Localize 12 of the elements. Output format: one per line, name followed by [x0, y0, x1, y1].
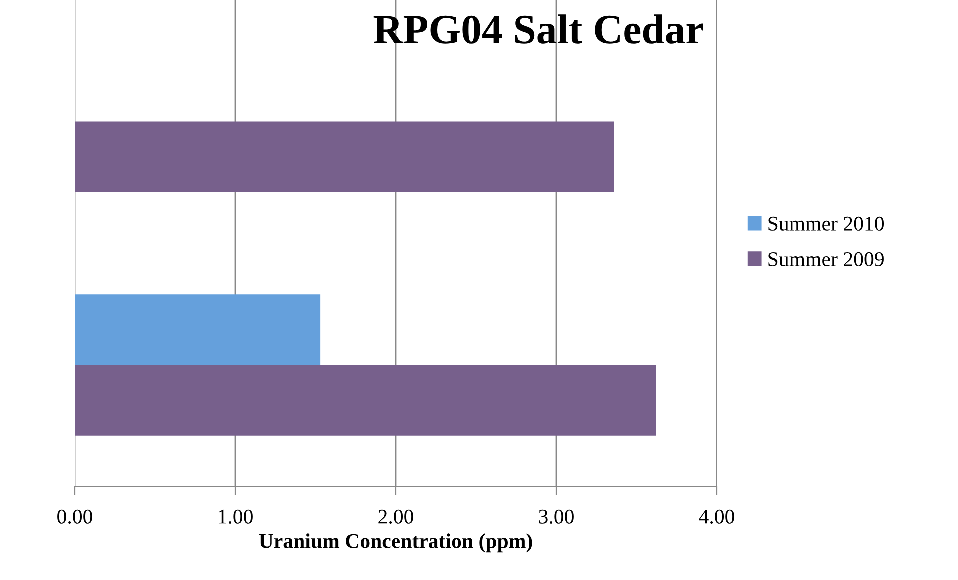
bar	[75, 365, 656, 436]
x-tick-label: 4.00	[699, 510, 734, 524]
x-tick-label: 3.00	[539, 510, 574, 524]
x-tick-label: 0.00	[58, 510, 92, 524]
legend-label: Summer 2009	[768, 252, 884, 266]
chart-title: RPG04 Salt Cedar	[374, 14, 704, 44]
x-axis-title: Uranium Concentration (ppm)	[259, 534, 532, 553]
bar	[75, 122, 614, 192]
legend-label: Summer 2010	[768, 216, 884, 231]
bar	[75, 294, 321, 366]
x-tick-label: 2.00	[378, 510, 414, 524]
x-tick-label: 1.00	[219, 510, 253, 524]
